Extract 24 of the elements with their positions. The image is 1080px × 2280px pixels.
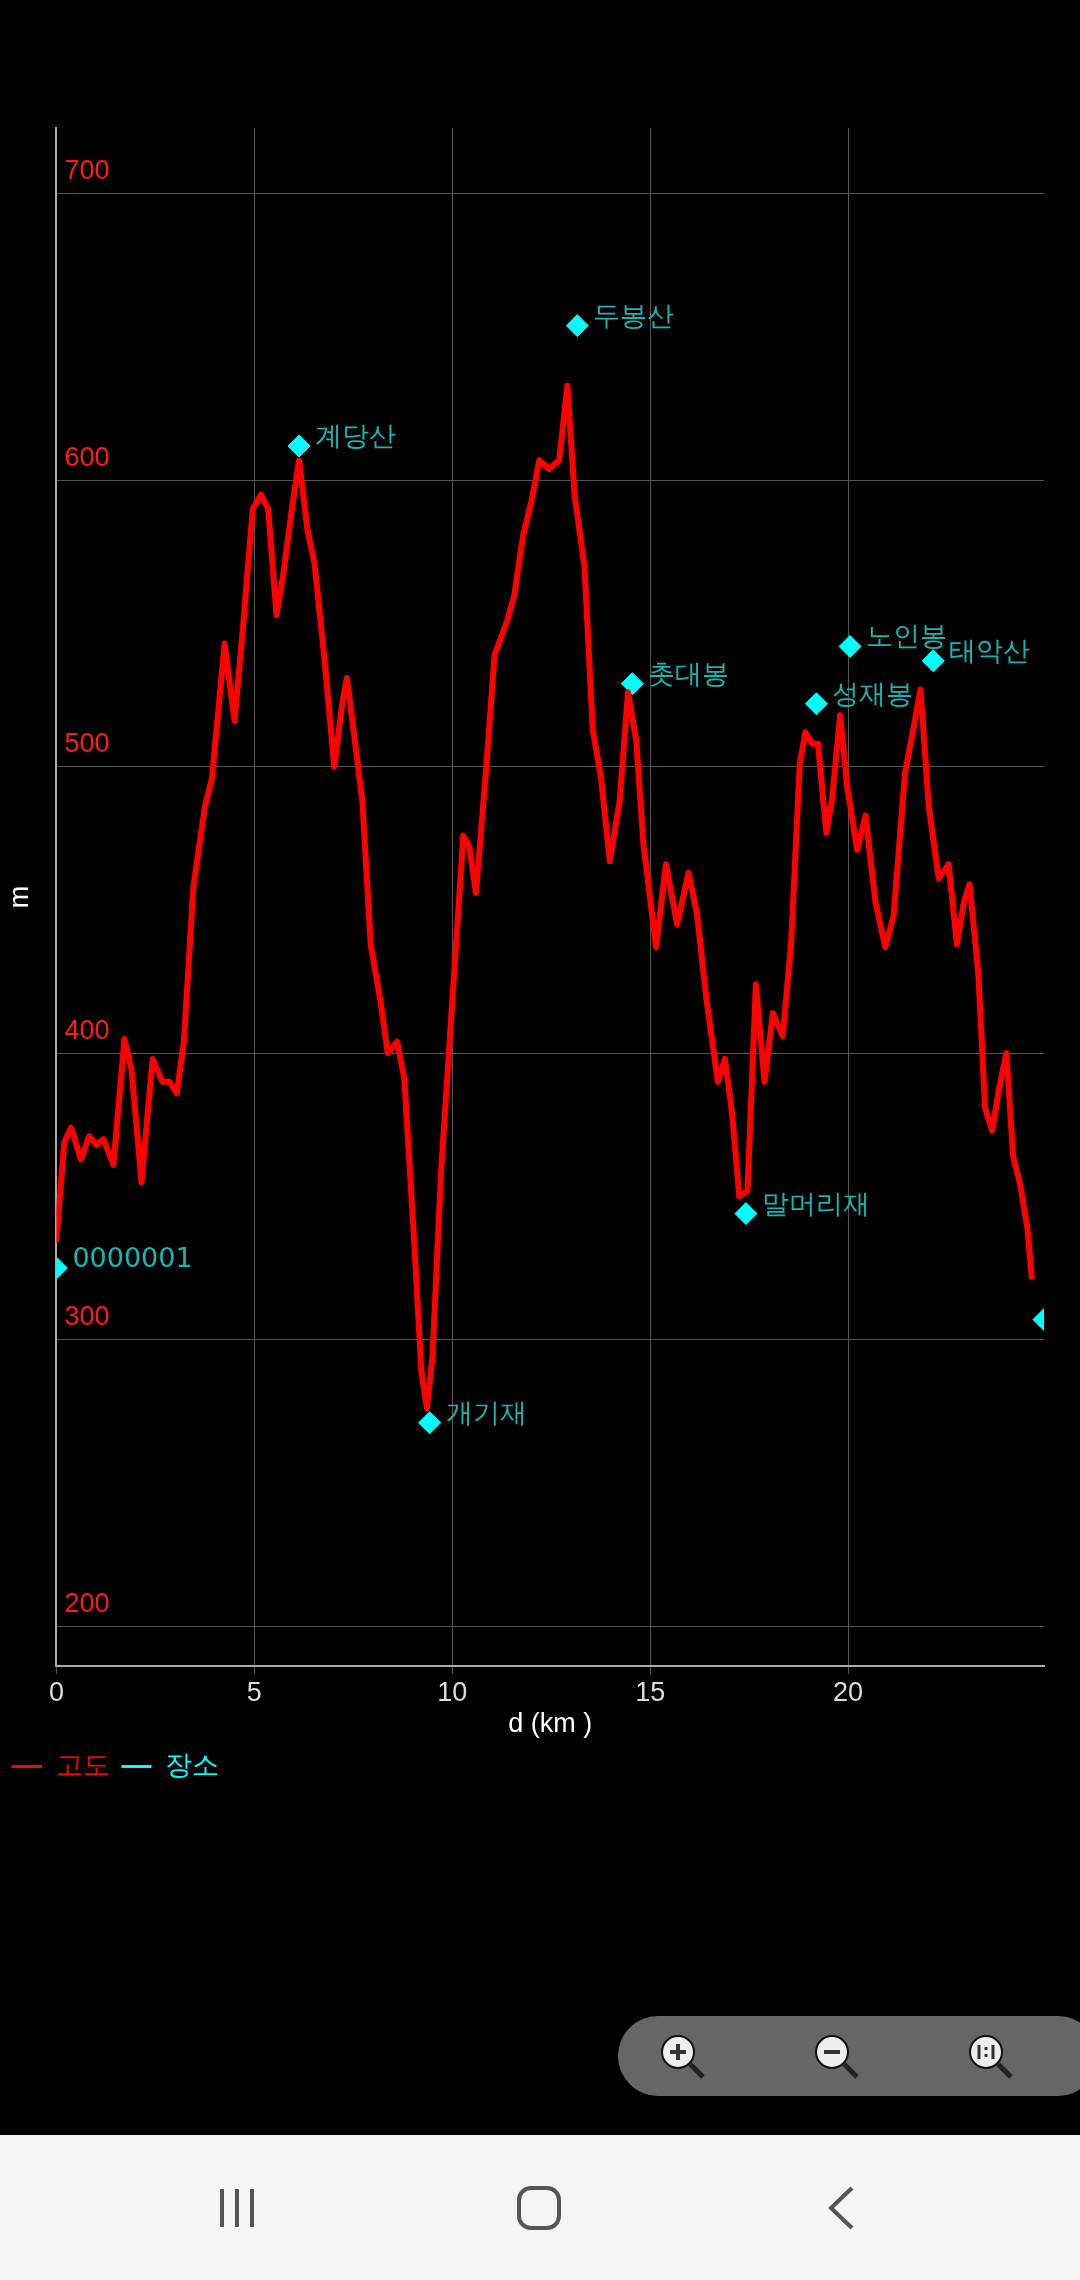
annotation: 두봉산 — [593, 299, 675, 331]
annotation: 노인봉 — [866, 620, 948, 652]
legend-label: 고도 — [55, 1749, 110, 1780]
x-axis-title: d (km ) — [508, 1708, 593, 1739]
legend-label: 장소 — [165, 1749, 219, 1780]
annotation: 말머리재 — [761, 1187, 870, 1219]
y-axis-title: m — [3, 885, 34, 909]
y-tick-label: 600 — [64, 441, 110, 472]
y-tick-label: 200 — [64, 1587, 110, 1618]
x-tick-label: 15 — [635, 1676, 666, 1707]
y-tick-label: 400 — [64, 1014, 110, 1045]
y-tick-label: 300 — [64, 1301, 110, 1332]
x-tick-label: 5 — [246, 1676, 262, 1707]
x-tick-label: 0 — [48, 1676, 64, 1707]
x-tick-label: 20 — [833, 1676, 864, 1707]
annotation: 개기재 — [445, 1396, 527, 1428]
annotation: 성재봉 — [832, 677, 914, 709]
annotation: 0000001 — [72, 1242, 193, 1274]
x-tick-label: 10 — [437, 1676, 468, 1707]
annotation: 태악산 — [949, 634, 1031, 666]
annotation: 촛대봉 — [648, 657, 730, 689]
annotation: 계당산 — [315, 419, 397, 451]
y-tick-label: 500 — [64, 728, 110, 759]
y-tick-label: 700 — [64, 155, 110, 186]
